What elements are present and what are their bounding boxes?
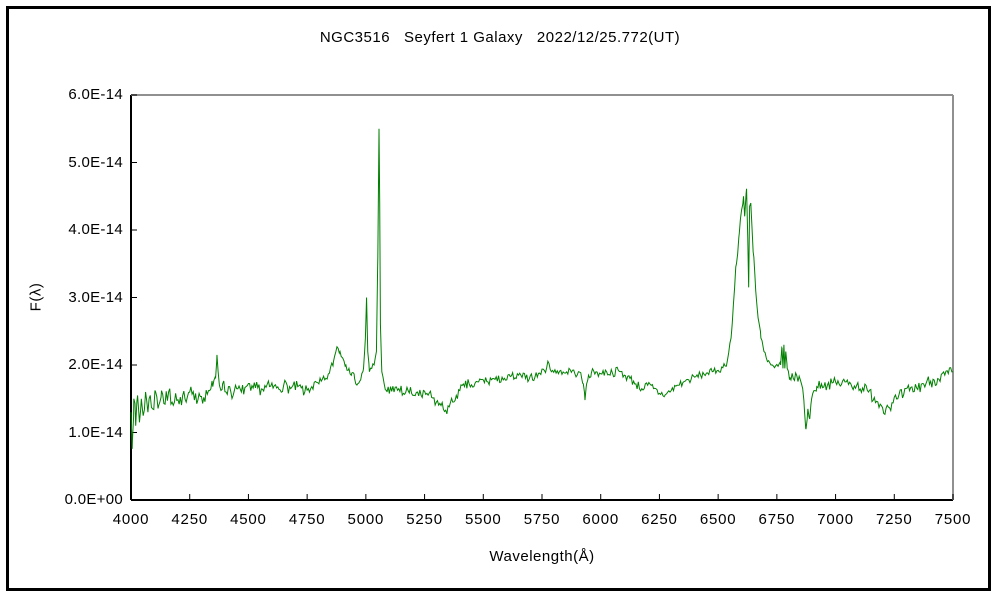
x-tick-label: 5500 [464,511,502,528]
x-tick-label: 4000 [112,511,150,528]
x-tick-label: 6500 [699,511,737,528]
x-axis-label: Wavelength(Å) [489,548,595,565]
x-tick-label: 4250 [171,511,208,528]
y-tick-label: 2.0E-14 [68,356,123,373]
x-tick-label: 4750 [288,511,326,528]
plot-frame [130,94,954,501]
x-tick-label: 5750 [523,511,561,528]
spectrum-line [130,128,954,449]
x-tick-label: 6250 [641,511,678,528]
y-tick-label: 4.0E-14 [68,221,123,238]
x-tick-label: 7500 [934,511,972,528]
y-tick-label: 0.0E+00 [64,491,123,508]
y-tick-label: 3.0E-14 [68,288,123,306]
x-tick-label: 6750 [758,511,796,528]
x-tick-label: 4500 [230,511,267,528]
x-tick-label: 7250 [875,511,913,528]
x-tick-label: 5000 [347,511,385,528]
axis-ticks [130,94,954,501]
x-tick-label: 7000 [817,511,854,528]
y-tick-label: 5.0E-14 [68,153,123,171]
y-tick-label: 1.0E-14 [68,423,123,441]
y-tick-label: 6.0E-14 [68,86,123,103]
x-tick-label: 5250 [406,511,443,528]
chart-title: NGC3516 Seyfert 1 Galaxy 2022/12/25.772(… [319,29,681,46]
x-tick-label: 6000 [582,511,619,528]
